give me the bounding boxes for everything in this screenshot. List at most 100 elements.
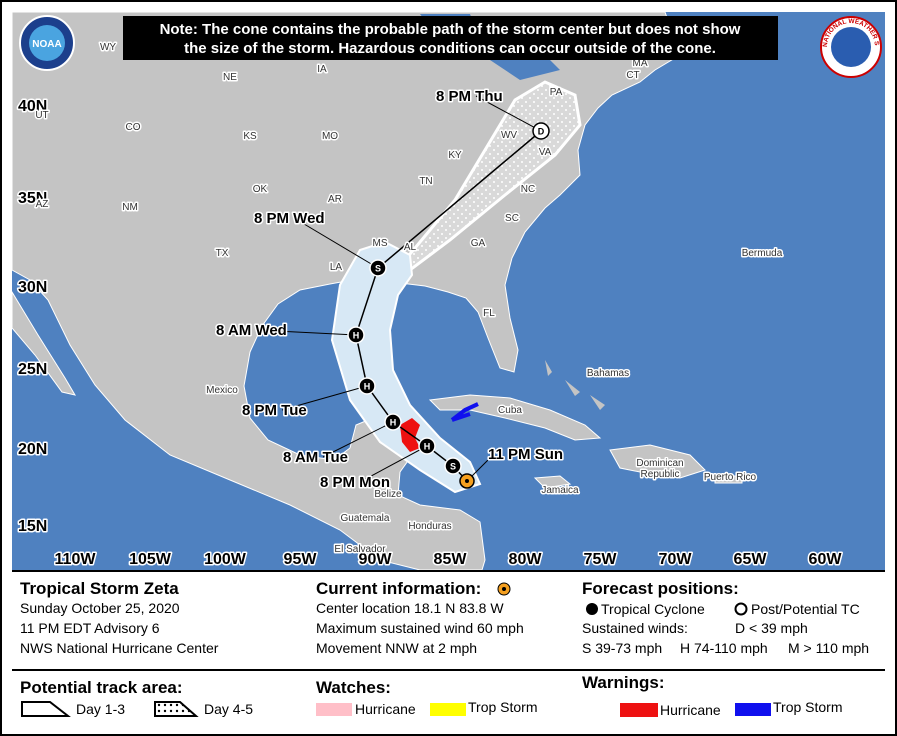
place-label: CO: [126, 122, 141, 133]
map: 40N 35N 30N 25N 20N 15N 110W 105W 100W 95W 90W 85W 8…: [11, 11, 885, 571]
note-line: the size of the storm. Hazardous conditi…: [184, 40, 716, 57]
place-label: WV: [501, 130, 517, 141]
place-label: LA: [330, 262, 343, 273]
lon-label: 60W: [809, 551, 843, 568]
place-label: Dominican: [636, 458, 683, 469]
leader-line: [293, 217, 379, 269]
lon-label: 65W: [734, 551, 768, 568]
forecast-symbol: H: [353, 331, 360, 341]
place-label: Guatemala: [341, 513, 390, 524]
ts-warning-legend: Trop Storm: [773, 699, 843, 715]
watches-heading: Watches:: [316, 678, 391, 697]
lat-label: 20N: [18, 441, 47, 458]
map-labels: 40N 35N 30N 25N 20N 15N 110W 105W 100W 95W 90W 85W 8…: [17, 41, 844, 570]
place-label: MO: [322, 131, 338, 142]
warnings-heading: Warnings:: [582, 673, 664, 692]
lon-label: 85W: [434, 551, 468, 568]
place-label: Honduras: [408, 521, 451, 532]
forecast-symbol: S: [450, 462, 456, 472]
forecast-time: 8 AM Wed: [216, 322, 287, 339]
place-label: OK: [253, 184, 268, 195]
tc-icon: [586, 603, 598, 615]
lat-label: 25N: [18, 361, 47, 378]
place-label: NM: [122, 202, 138, 213]
place-label: Jamaica: [541, 485, 579, 496]
forecast-symbol: S: [375, 264, 381, 274]
place-label: IA: [317, 64, 327, 75]
place-label: UT: [35, 110, 48, 121]
forecast-point: [384, 413, 402, 431]
bahamas: [545, 360, 605, 410]
leader-line: [475, 95, 542, 132]
current-position-dot: [465, 479, 469, 483]
forecast-time: 8 PM Wed: [254, 210, 325, 227]
current-icon-dot: [502, 587, 506, 591]
place-label: Belize: [374, 489, 402, 500]
ts-watch-legend: Trop Storm: [468, 699, 538, 715]
place-label: Bahamas: [587, 368, 629, 379]
day13-legend: Day 1-3: [76, 701, 125, 717]
place-label: FL: [483, 308, 495, 319]
current-time: 11 PM Sun: [488, 446, 563, 463]
place-label: Puerto Rico: [704, 472, 757, 483]
forecast-time: 8 PM Thu: [436, 88, 503, 105]
forecast-symbol: H: [364, 382, 371, 392]
lon-label: 90W: [359, 551, 393, 568]
hispaniola: [609, 444, 706, 479]
storm-name: Tropical Storm Zeta: [20, 579, 179, 598]
day45-legend: Day 4-5: [204, 701, 253, 717]
place-label: Republic: [641, 469, 680, 480]
place-label: AR: [328, 194, 342, 205]
noaa-logo: NOAA: [19, 15, 75, 71]
storm-date: Sunday October 25, 2020: [20, 600, 180, 616]
forecast-point: [444, 457, 462, 475]
lon-label: 105W: [129, 551, 172, 568]
lat-label: 30N: [18, 279, 47, 296]
place-label: AZ: [36, 199, 49, 210]
note-box: [123, 16, 778, 60]
leader-line: [359, 445, 428, 483]
current-line: Movement NNW at 2 mph: [316, 640, 477, 656]
tc-legend: Tropical Cyclone: [601, 601, 705, 617]
leader-line: [281, 385, 368, 411]
baja: [11, 290, 77, 396]
noaa-text: NOAA: [32, 39, 61, 50]
leader-line: [255, 329, 357, 336]
place-label: TN: [419, 176, 432, 187]
ptc-icon: [734, 602, 748, 616]
place-label: GA: [471, 238, 486, 249]
source: NWS National Hurricane Center: [20, 640, 219, 656]
leader-line: [322, 421, 394, 458]
forecast-point: [358, 377, 376, 395]
tropical-storm-warning: [450, 402, 479, 422]
jamaica: [533, 475, 572, 489]
track-area-heading: Potential track area:: [20, 678, 183, 697]
forecast-point: [347, 326, 365, 344]
place-label: El Salvador: [334, 544, 386, 555]
hurricane-warning: [400, 418, 420, 452]
day45-icon: [154, 701, 199, 717]
lon-label: 75W: [584, 551, 618, 568]
place-label: TX: [216, 248, 229, 259]
place-label: VA: [539, 147, 552, 158]
hurricane-warning-swatch: [620, 703, 658, 717]
place-label: Cuba: [498, 405, 522, 416]
place-label: AL: [404, 242, 417, 253]
forecast-time: 8 PM Tue: [242, 402, 307, 419]
hurricane-warning-legend: Hurricane: [660, 702, 721, 718]
current-heading: Current information:: [316, 579, 481, 598]
puerto-rico: [714, 475, 743, 484]
lat-label: 35N: [18, 190, 47, 207]
current-line: Maximum sustained wind 60 mph: [316, 620, 524, 636]
place-label: WY: [100, 42, 116, 53]
wind-h: H 74-110 mph: [680, 640, 768, 656]
hurricane-watch-legend: Hurricane: [355, 701, 416, 717]
forecast-symbol: D: [538, 127, 545, 137]
hurricane-watch-swatch: [316, 703, 352, 716]
ptc-legend: Post/Potential TC: [751, 601, 860, 617]
place-label: KS: [243, 131, 257, 142]
wind-m: M > 110 mph: [788, 640, 869, 656]
place-label: NE: [223, 72, 237, 83]
place-label: Bermuda: [742, 248, 783, 259]
